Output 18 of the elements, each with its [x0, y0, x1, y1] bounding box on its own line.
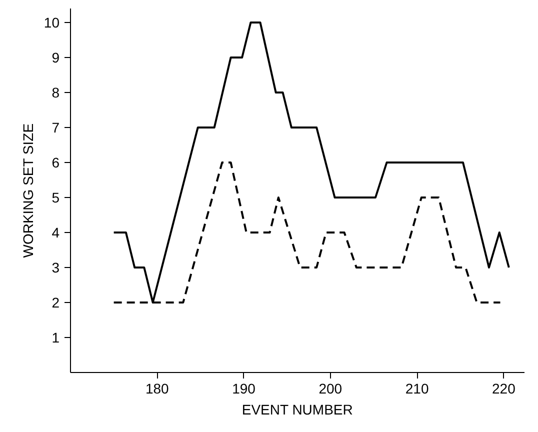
x-axis-title: EVENT NUMBER [242, 402, 353, 418]
x-tick-label: 190 [232, 380, 256, 396]
y-tick-label: 4 [52, 224, 60, 240]
x-tick-label: 180 [145, 380, 170, 396]
y-axis-title: WORKING SET SIZE [20, 123, 36, 258]
y-tick-label: 8 [52, 84, 60, 100]
y-tick-label: 6 [52, 154, 60, 170]
line-series [112, 22, 510, 304]
y-tick-label: 5 [52, 190, 60, 206]
y-tick-label: 7 [52, 120, 60, 136]
x-tick-label: 210 [405, 380, 429, 396]
y-tick-label: 9 [52, 50, 60, 66]
y-tick-label: 3 [52, 260, 60, 276]
y-tick-label: 1 [52, 330, 60, 346]
y-tick-label: 2 [52, 294, 60, 310]
y-tick-label: 10 [44, 14, 60, 30]
x-tick-label: 220 [492, 380, 516, 396]
x-tick-label: 200 [318, 380, 342, 396]
